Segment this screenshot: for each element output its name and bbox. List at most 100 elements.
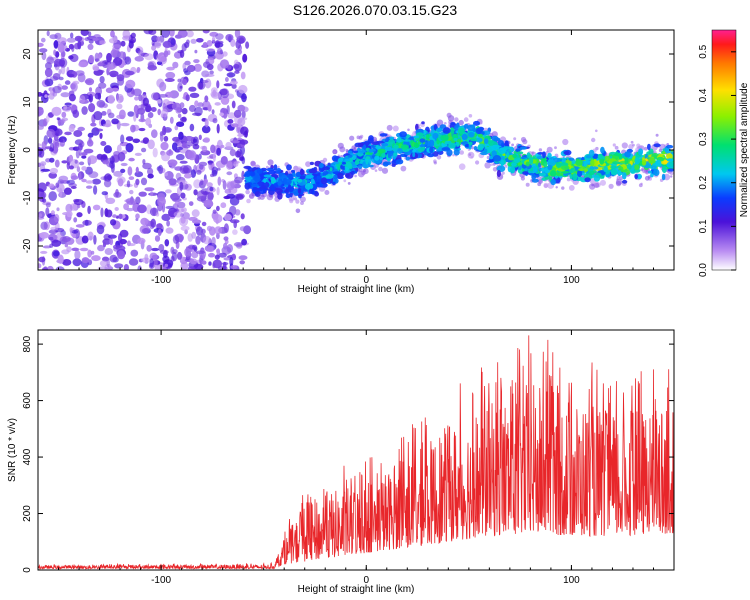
spectrogram-plot-area: [38, 30, 674, 270]
spectrogram-blob: [252, 187, 261, 191]
spectrogram-blob: [188, 201, 194, 207]
spectrogram-blob: [604, 155, 610, 162]
spectrogram-blob: [332, 181, 336, 186]
spectrogram-blob: [179, 181, 184, 191]
spectrogram-blob: [337, 172, 344, 179]
spectrogram-blob: [66, 246, 72, 253]
spectrogram-blob: [116, 144, 122, 153]
spectrogram-blob: [147, 173, 154, 179]
spectrogram-blob: [233, 64, 240, 69]
spectrogram-blob: [268, 170, 276, 175]
spectrogram-blob: [616, 175, 621, 180]
spectrogram-blob: [575, 159, 583, 166]
spectrogram-blob: [77, 126, 85, 132]
spectrogram-blob: [182, 142, 187, 149]
spectrogram-blob: [219, 59, 230, 69]
spectrogram-blob: [118, 51, 126, 59]
spectrogram-blob: [189, 92, 200, 98]
spectrogram-blob: [661, 173, 666, 181]
spectrogram-blob: [109, 156, 115, 165]
spectrogram-blob: [477, 137, 481, 141]
spectrogram-blob: [489, 155, 494, 160]
spectrogram-blob: [291, 169, 296, 173]
spectrogram-blob: [92, 204, 101, 211]
spectrogram-blob: [238, 84, 248, 94]
spectrogram-blob: [76, 212, 83, 218]
spectrogram-blob: [78, 172, 82, 181]
colorbar-tick-label: 0.0: [698, 263, 709, 277]
spectrogram-blob: [155, 212, 160, 217]
spectrogram-blob: [342, 161, 346, 165]
spectrogram-blob: [470, 156, 474, 159]
spectrogram-blob: [612, 161, 621, 165]
spectrogram-blob: [446, 112, 452, 118]
spectrogram-blob: [214, 254, 220, 260]
spectrogram-blob: [512, 153, 517, 159]
spectrogram-blob: [332, 155, 338, 162]
spectrogram-blob: [68, 154, 74, 162]
spectrogram-blob: [185, 94, 190, 102]
spectrogram-blob: [99, 76, 105, 84]
spectrogram-blob: [64, 80, 71, 85]
spectrogram-blob: [97, 266, 108, 270]
spectrogram-blob: [96, 40, 100, 45]
spectrogram-blob: [68, 104, 78, 111]
spectrogram-blob: [87, 132, 94, 138]
spectrogram-blob: [147, 167, 154, 176]
spectrogram-blob: [81, 106, 88, 115]
spectrogram-blob: [56, 207, 60, 212]
spectrogram-blob: [133, 112, 137, 122]
spectrogram-blob: [664, 148, 672, 154]
spectrogram-blob: [343, 179, 347, 183]
spectrogram-blob: [358, 148, 365, 154]
spectrogram-blob: [196, 226, 203, 236]
colorbar-tick-label: 0.5: [698, 44, 709, 58]
spectrogram-blob: [109, 70, 119, 78]
spectrogram-blob: [584, 177, 591, 183]
spectrogram-blob: [453, 149, 460, 156]
spectrogram-blob: [384, 147, 394, 151]
spectrogram-blob: [163, 259, 174, 268]
spectrogram-blob: [452, 154, 455, 157]
spectrogram-blob: [192, 138, 198, 143]
spectrogram-blob: [88, 39, 94, 44]
spectrogram-blob: [419, 138, 426, 143]
spectrogram-blob: [327, 162, 331, 166]
spectrogram-blob: [216, 123, 220, 134]
spectrogram-blob: [45, 115, 50, 123]
spectrogram-blob: [172, 142, 178, 151]
spectrogram-blob: [128, 40, 134, 49]
spectrogram-blob: [68, 125, 75, 133]
spectrogram-blob: [246, 198, 251, 204]
spectrogram-blob: [41, 37, 46, 43]
spectrogram-blob: [180, 216, 186, 224]
x-tick-label: -100: [151, 575, 171, 586]
spectrogram-blob: [529, 172, 535, 176]
spectrogram-blob: [56, 117, 60, 121]
spectrogram-blob: [123, 203, 129, 211]
spectrogram-blob: [39, 232, 50, 239]
spectrogram-blob: [207, 160, 214, 164]
y-tick-label: 20: [22, 48, 33, 60]
spectrogram-blob: [297, 187, 302, 194]
spectrogram-blob: [491, 131, 498, 138]
spectrogram-blob: [468, 131, 475, 138]
spectrogram-blob: [578, 168, 585, 172]
spectrogram-blob: [242, 53, 248, 63]
spectrogram-blob: [427, 153, 435, 158]
spectrogram-blob: [283, 178, 292, 185]
colorbar-tick-label: 0.4: [698, 88, 709, 102]
spectrogram-blob: [188, 104, 196, 113]
spectrogram-blob: [144, 253, 149, 262]
spectrogram-blob: [592, 170, 597, 174]
spectrogram-blob: [111, 118, 119, 125]
spectrogram-blob: [296, 178, 303, 183]
spectrogram-blob: [172, 234, 180, 244]
spectrogram-blob: [46, 128, 56, 138]
spectrogram-blob: [655, 133, 659, 137]
spectrogram-blob: [661, 165, 667, 174]
spectrogram-blob: [156, 223, 163, 229]
spectrogram-blob: [277, 180, 282, 186]
